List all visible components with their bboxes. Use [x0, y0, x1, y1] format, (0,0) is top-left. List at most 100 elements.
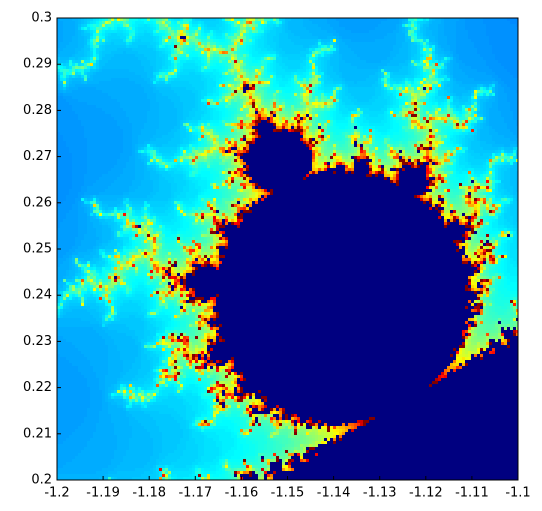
pixel	[390, 54, 393, 57]
pixel	[399, 36, 402, 39]
pixel	[453, 42, 456, 45]
pixel	[249, 39, 252, 42]
pixel	[198, 39, 201, 42]
pixel	[153, 48, 156, 51]
pixel	[84, 30, 87, 33]
pixel	[363, 33, 366, 36]
pixel	[447, 27, 450, 30]
pixel	[213, 30, 216, 33]
pixel	[177, 42, 180, 45]
pixel	[363, 39, 366, 42]
pixel	[510, 21, 513, 24]
pixel	[171, 42, 174, 45]
pixel	[75, 27, 78, 30]
pixel	[186, 21, 189, 24]
pixel	[246, 36, 249, 39]
pixel	[306, 39, 309, 42]
pixel	[111, 39, 114, 42]
pixel	[474, 42, 477, 45]
pixel	[486, 24, 489, 27]
pixel	[162, 54, 165, 57]
pixel	[99, 45, 102, 48]
pixel	[231, 27, 234, 30]
pixel	[111, 36, 114, 39]
pixel	[282, 33, 285, 36]
pixel	[393, 36, 396, 39]
pixel	[201, 45, 204, 48]
pixel	[228, 33, 231, 36]
pixel	[144, 54, 147, 57]
pixel	[513, 33, 516, 36]
pixel	[366, 45, 369, 48]
pixel	[177, 21, 180, 24]
pixel	[303, 54, 306, 57]
pixel	[147, 51, 150, 54]
pixel	[273, 51, 276, 54]
pixel	[273, 21, 276, 24]
pixel	[342, 27, 345, 30]
pixel	[399, 42, 402, 45]
pixel	[84, 27, 87, 30]
pixel	[237, 51, 240, 54]
pixel	[345, 45, 348, 48]
pixel	[138, 33, 141, 36]
pixel	[288, 45, 291, 48]
pixel	[474, 51, 477, 54]
pixel	[213, 21, 216, 24]
pixel	[396, 36, 399, 39]
pixel	[483, 21, 486, 24]
pixel	[186, 51, 189, 54]
pixel	[108, 42, 111, 45]
pixel	[333, 24, 336, 27]
pixel	[291, 45, 294, 48]
pixel	[219, 27, 222, 30]
pixel	[429, 33, 432, 36]
pixel	[450, 36, 453, 39]
pixel	[315, 21, 318, 24]
pixel	[81, 39, 84, 42]
pixel	[177, 30, 180, 33]
pixel	[285, 30, 288, 33]
pixel	[468, 24, 471, 27]
pixel	[198, 33, 201, 36]
pixel	[378, 33, 381, 36]
pixel	[72, 45, 75, 48]
pixel	[171, 21, 174, 24]
pixel	[435, 54, 438, 57]
pixel	[207, 36, 210, 39]
pixel	[420, 33, 423, 36]
pixel	[93, 33, 96, 36]
pixel	[81, 48, 84, 51]
pixel	[498, 21, 501, 24]
pixel	[366, 30, 369, 33]
pixel	[498, 30, 501, 33]
pixel	[147, 24, 150, 27]
pixel	[513, 27, 516, 30]
pixel	[90, 51, 93, 54]
pixel	[408, 30, 411, 33]
pixel	[357, 45, 360, 48]
pixel	[231, 21, 234, 24]
pixel	[132, 51, 135, 54]
pixel	[468, 21, 471, 24]
pixel	[198, 42, 201, 45]
pixel	[216, 33, 219, 36]
pixel	[105, 39, 108, 42]
pixel	[279, 24, 282, 27]
pixel	[441, 36, 444, 39]
pixel	[450, 21, 453, 24]
pixel	[501, 36, 504, 39]
pixel	[273, 54, 276, 57]
pixel	[219, 54, 222, 57]
pixel	[363, 36, 366, 39]
pixel	[261, 54, 264, 57]
pixel	[378, 51, 381, 54]
pixel	[369, 45, 372, 48]
pixel	[216, 42, 219, 45]
pixel	[303, 51, 306, 54]
pixel	[162, 48, 165, 51]
fractal-image	[57, 18, 518, 480]
pixel	[375, 24, 378, 27]
pixel	[159, 36, 162, 39]
pixel	[318, 30, 321, 33]
